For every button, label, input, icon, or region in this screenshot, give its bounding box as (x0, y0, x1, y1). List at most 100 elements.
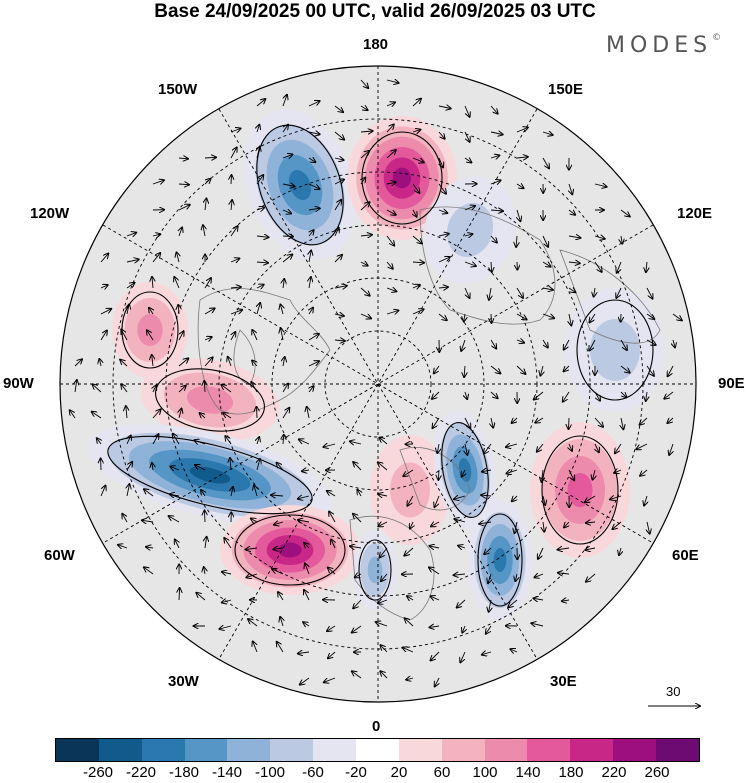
wind-arrow (331, 540, 335, 549)
wind-arrow (282, 255, 292, 263)
wind-arrow (640, 417, 648, 425)
wind-arrow (386, 288, 396, 291)
brand-logo: MODES© (606, 33, 721, 58)
wind-arrow (434, 365, 440, 373)
wind-arrow (334, 105, 343, 112)
contour-line (477, 513, 523, 607)
wind-arrow (462, 625, 465, 633)
wind-arrow (280, 617, 283, 627)
wind-arrow (464, 234, 472, 236)
wind-arrow (360, 235, 372, 236)
wind-arrow (404, 547, 414, 556)
wind-arrow (126, 283, 135, 289)
wind-arrow (540, 365, 543, 376)
wind-arrow (462, 469, 465, 477)
wind-arrow (204, 567, 205, 575)
wind-arrow (438, 469, 439, 480)
wind-arrow (516, 128, 528, 133)
wind-arrow (353, 599, 362, 608)
wind-arrow (542, 132, 553, 135)
lon-label-60w: 60W (44, 547, 75, 564)
colorbar-segment (313, 739, 357, 761)
wind-arrow (152, 277, 153, 289)
wind-arrow (309, 251, 311, 263)
wind-arrow (594, 236, 605, 239)
wind-arrow (647, 521, 650, 534)
wind-arrow (308, 334, 319, 341)
wind-arrow (412, 157, 424, 162)
wind-arrow (305, 563, 309, 575)
wind-arrow (412, 262, 424, 263)
wind-arrow (352, 671, 362, 679)
wind-arrow (152, 180, 164, 184)
wind-arrow (506, 444, 518, 447)
wind-arrow (324, 677, 336, 682)
wind-arrow (122, 514, 128, 523)
wind-arrow (307, 407, 309, 419)
anomaly-british-isles (353, 530, 397, 610)
wind-arrow (283, 357, 285, 367)
contour-lines (107, 124, 654, 607)
wind-arrow (491, 261, 492, 272)
wind-arrow (282, 154, 292, 158)
wind-arrow (562, 600, 570, 601)
wind-arrow (403, 648, 414, 653)
wind-arrow (309, 230, 314, 237)
wind-arrow (484, 443, 492, 454)
wind-arrow (407, 596, 414, 600)
map-boundary (59, 65, 697, 703)
wind-arrow (438, 313, 447, 320)
lon-label-30w: 30W (168, 673, 199, 690)
wind-arrow (646, 287, 653, 299)
wind-arrow (435, 495, 440, 507)
wind-arrow (246, 574, 258, 577)
lon-label-180: 180 (363, 36, 389, 53)
wind-arrow (328, 568, 336, 575)
wind-arrow (542, 313, 554, 318)
wind-arrow (360, 313, 371, 318)
wind-arrow (204, 157, 216, 158)
anomaly-level (446, 203, 494, 257)
wind-arrow (282, 384, 288, 393)
anomaly-level (137, 314, 163, 346)
wind-arrow (412, 130, 420, 132)
wind-arrow (195, 465, 206, 471)
wind-arrow (431, 522, 440, 526)
wind-arrow (512, 418, 518, 423)
colorbar-segment (141, 739, 185, 761)
wind-arrow (280, 305, 283, 315)
wind-arrow (204, 278, 211, 289)
wind-arrow (454, 574, 466, 575)
wind-arrow (621, 417, 623, 429)
wind-arrow (617, 261, 622, 273)
wind-arrow (274, 548, 284, 549)
wind-arrow (308, 361, 319, 367)
wind-arrow (246, 548, 258, 550)
wind-arrow (200, 413, 205, 418)
wind-arrow (460, 651, 466, 662)
wind-arrow (282, 408, 289, 419)
wind-arrow (352, 625, 362, 633)
wind-arrow (100, 486, 106, 497)
colorbar-segment (656, 739, 699, 761)
wind-arrow (222, 572, 232, 574)
wind-arrow (568, 210, 575, 215)
colorbar-tick-label: 140 (515, 764, 541, 781)
wind-arrow (406, 678, 414, 680)
wind-arrow (221, 385, 232, 393)
wind-arrow (360, 151, 369, 159)
wind-arrow (538, 547, 544, 559)
colorbar-segment (527, 739, 571, 761)
wind-arrow (517, 209, 520, 221)
anomaly-central-siberia (565, 288, 665, 412)
wind-arrow (170, 494, 180, 496)
wind-arrow (568, 262, 580, 263)
colorbar-tick-label: -60 (302, 764, 324, 781)
wind-arrow (175, 540, 179, 549)
wind-arrow (256, 236, 269, 237)
wind-arrow (412, 285, 420, 288)
wind-arrow (144, 489, 154, 497)
wind-arrow (429, 567, 440, 575)
wind-arrow (327, 625, 336, 631)
wind-arrow (149, 308, 153, 315)
